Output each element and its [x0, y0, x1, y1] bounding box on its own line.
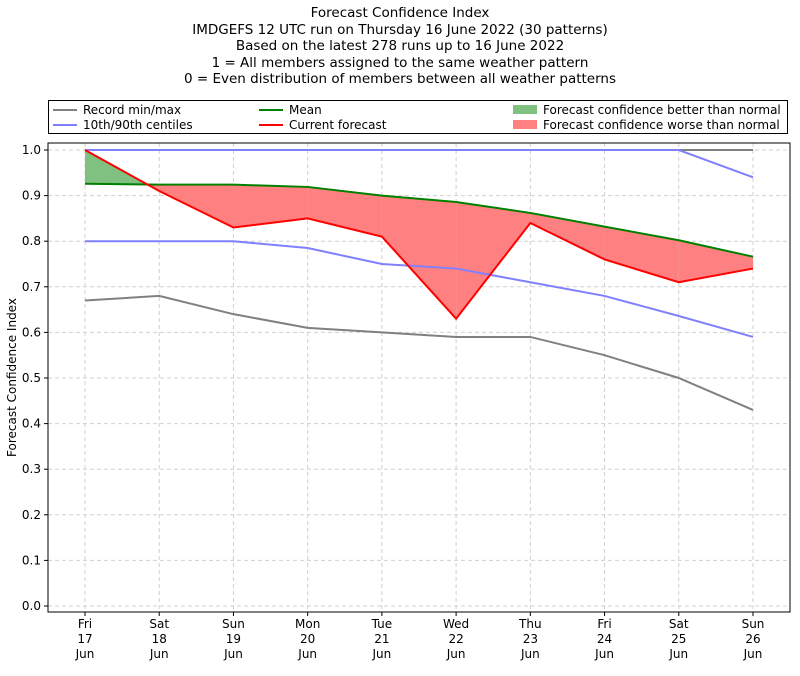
y-tick-label: 0.0 — [22, 599, 41, 613]
y-tick-label: 0.5 — [22, 371, 41, 385]
worse-than-normal-fill — [530, 212, 605, 260]
title-line: Based on the latest 278 runs up to 16 Ju… — [235, 38, 565, 54]
x-tick-label: Sat — [149, 617, 169, 631]
legend-label: 10th/90th centiles — [83, 117, 193, 132]
x-tick-label: Mon — [295, 617, 320, 631]
x-tick-label: Fri — [597, 617, 611, 631]
10th-centile-line — [85, 240, 754, 338]
legend: Record min/max Mean Forecast confidence be… — [48, 100, 788, 134]
x-tick-label: Jun — [297, 647, 317, 661]
y-tick-label: 0.1 — [22, 553, 41, 567]
y-tick-label: 0.4 — [22, 417, 41, 431]
x-tick-label: Tue — [371, 617, 393, 631]
x-tick-label: Fri — [78, 617, 92, 631]
axes-frame — [47, 142, 791, 613]
worse-than-normal-fill — [233, 184, 308, 228]
legend-swatch — [259, 108, 283, 111]
legend-entry: Current forecast — [259, 117, 386, 132]
legend-swatch — [513, 120, 537, 129]
x-tick-label: 21 — [374, 632, 389, 646]
y-tick-label: 0.3 — [22, 462, 41, 476]
worse-than-normal-fill — [381, 195, 457, 319]
y-tick-label: 1.0 — [22, 143, 41, 157]
legend-swatch — [513, 105, 537, 114]
legend-label: Record min/max — [83, 102, 182, 117]
x-tick-label: Jun — [520, 647, 540, 661]
x-tick-label: 18 — [152, 632, 167, 646]
legend-label: Forecast confidence worse than normal — [543, 117, 780, 132]
legend-label: Forecast confidence better than normal — [543, 102, 781, 117]
legend-swatch — [259, 123, 283, 126]
x-tick-label: Jun — [446, 647, 466, 661]
x-tick-label: Sat — [669, 617, 689, 631]
y-tick-label: 0.7 — [22, 280, 41, 294]
legend-label: Mean — [289, 102, 322, 117]
y-tick-label: 0.2 — [22, 508, 41, 522]
x-tick-label: Jun — [594, 647, 614, 661]
y-tick-label: 0.9 — [22, 189, 41, 203]
worse-than-normal-fill — [159, 184, 234, 228]
x-tick-label: 19 — [226, 632, 241, 646]
title-line: 0 = Even distribution of members between… — [183, 71, 617, 87]
legend-entry: Forecast confidence worse than normal — [513, 117, 780, 132]
worse-than-normal-fill — [604, 226, 679, 283]
90th-centile-line — [85, 149, 754, 179]
y-tick-label: 0.8 — [22, 234, 41, 248]
x-tick-label: 25 — [671, 632, 686, 646]
x-tick-label: Jun — [372, 647, 392, 661]
x-tick-label: Sun — [742, 617, 765, 631]
x-tick-label: Jun — [149, 647, 169, 661]
y-axis-label: Forecast Confidence Index — [5, 298, 19, 457]
x-tick-label: 17 — [77, 632, 92, 646]
x-tick-label: Sun — [222, 617, 245, 631]
legend-label: Current forecast — [289, 117, 387, 132]
legend-entry: Record min/max — [53, 102, 181, 117]
legend-entry: 10th/90th centiles — [53, 117, 193, 132]
chart-title: Forecast Confidence Index IMDGEFS 12 UTC… — [0, 5, 800, 88]
x-tick-label: 26 — [745, 632, 760, 646]
worse-than-normal-fill — [307, 186, 382, 237]
x-tick-label: Jun — [668, 647, 688, 661]
legend-swatch — [53, 108, 77, 111]
title-line: IMDGEFS 12 UTC run on Thursday 16 June 2… — [192, 21, 608, 38]
title-line: 1 = All members assigned to the same wea… — [211, 54, 589, 71]
x-tick-label: 22 — [448, 632, 463, 646]
current-forecast-line — [84, 149, 754, 321]
mean-line — [84, 182, 754, 258]
legend-swatch — [53, 123, 77, 126]
x-tick-label: 24 — [597, 632, 612, 646]
y-tick-label: 0.6 — [22, 325, 41, 339]
x-tick-label: Jun — [75, 647, 95, 661]
legend-entry: Forecast confidence better than normal — [513, 102, 781, 117]
x-tick-label: 20 — [300, 632, 315, 646]
x-tick-label: Jun — [223, 647, 243, 661]
x-tick-label: Jun — [743, 647, 763, 661]
x-tick-label: 23 — [523, 632, 538, 646]
title-line: Forecast Confidence Index — [310, 5, 490, 21]
x-tick-label: Thu — [518, 617, 542, 631]
record-min-line — [84, 294, 754, 411]
worse-than-normal-fill — [456, 201, 531, 319]
legend-entry: Mean — [259, 102, 322, 117]
x-tick-label: Wed — [443, 617, 469, 631]
